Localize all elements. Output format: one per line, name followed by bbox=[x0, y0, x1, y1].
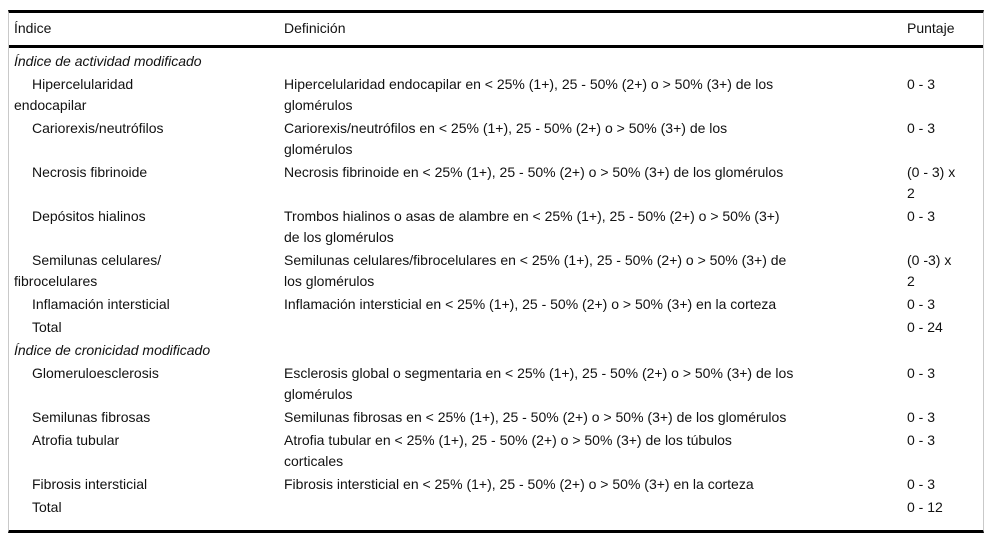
table-row: Glomeruloesclerosis Esclerosis global o … bbox=[9, 363, 983, 405]
index-cell: Hipercelularidad endocapilar bbox=[14, 76, 134, 113]
score-cell: 0 - 12 bbox=[907, 499, 943, 515]
index-cell: Atrofia tubular bbox=[32, 432, 120, 448]
table-row: Inflamación intersticial Inflamación int… bbox=[9, 294, 983, 315]
table-row-total: Total 0 - 12 bbox=[9, 497, 983, 518]
index-cell: Total bbox=[32, 499, 62, 515]
definition-cell: Hipercelularidad endocapilar en < 25% (1… bbox=[284, 76, 774, 113]
definition-cell: Semilunas fibrosas en < 25% (1+), 25 - 5… bbox=[284, 409, 787, 425]
index-cell: Inflamación intersticial bbox=[32, 296, 170, 312]
definition-cell: Cariorexis/neutrófilos en < 25% (1+), 25… bbox=[284, 120, 728, 157]
section-title: Índice de cronicidad modificado bbox=[14, 342, 211, 358]
definition-cell: Inflamación intersticial en < 25% (1+), … bbox=[284, 296, 777, 312]
definition-cell: Fibrosis intersticial en < 25% (1+), 25 … bbox=[284, 476, 754, 492]
index-cell: Semilunas celulares/ fibrocelulares bbox=[14, 252, 162, 289]
definition-cell: Esclerosis global o segmentaria en < 25%… bbox=[284, 365, 794, 402]
scoring-index-table: Índice Definición Puntaje Índice de acti… bbox=[8, 10, 984, 533]
definition-cell: Atrofia tubular en < 25% (1+), 25 - 50% … bbox=[284, 432, 732, 469]
score-cell: 0 - 3 bbox=[907, 365, 936, 381]
col-header-definicion: Definición bbox=[284, 20, 346, 36]
score-cell: 0 - 3 bbox=[907, 296, 936, 312]
score-cell: (0 -3) x 2 bbox=[907, 252, 952, 289]
definition-cell bbox=[284, 317, 907, 338]
table-row-total: Total 0 - 24 bbox=[9, 317, 983, 338]
definition-cell: Necrosis fibrinoide en < 25% (1+), 25 - … bbox=[284, 164, 784, 180]
table-row: Semilunas fibrosas Semilunas fibrosas en… bbox=[9, 407, 983, 428]
table-row: Hipercelularidad endocapilar Hipercelula… bbox=[9, 74, 983, 116]
score-cell: 0 - 3 bbox=[907, 432, 936, 448]
table-row: Cariorexis/neutrófilos Cariorexis/neutró… bbox=[9, 118, 983, 160]
section-title-row-chronicity: Índice de cronicidad modificado bbox=[9, 340, 983, 361]
index-cell: Depósitos hialinos bbox=[32, 208, 146, 224]
score-cell: 0 - 3 bbox=[907, 409, 936, 425]
score-cell: 0 - 3 bbox=[907, 120, 936, 136]
index-cell: Fibrosis intersticial bbox=[32, 476, 148, 492]
index-cell: Necrosis fibrinoide bbox=[32, 164, 148, 180]
definition-cell bbox=[284, 497, 907, 518]
index-cell: Glomeruloesclerosis bbox=[32, 365, 159, 381]
definition-cell: Semilunas celulares/fibrocelulares en < … bbox=[284, 252, 787, 289]
definition-cell: Trombos hialinos o asas de alambre en < … bbox=[284, 208, 780, 245]
score-cell: 0 - 3 bbox=[907, 476, 936, 492]
table-row: Fibrosis intersticial Fibrosis interstic… bbox=[9, 474, 983, 495]
table-body: Índice de actividad modificado Hipercelu… bbox=[9, 48, 983, 530]
score-cell: 0 - 24 bbox=[907, 319, 943, 335]
section-title-row-activity: Índice de actividad modificado bbox=[9, 51, 983, 72]
col-header-indice: Índice bbox=[14, 20, 52, 36]
table-row: Atrofia tubular Atrofia tubular en < 25%… bbox=[9, 430, 983, 472]
table-row: Necrosis fibrinoide Necrosis fibrinoide … bbox=[9, 162, 983, 204]
table-row: Depósitos hialinos Trombos hialinos o as… bbox=[9, 206, 983, 248]
col-header-puntaje: Puntaje bbox=[907, 20, 955, 36]
score-cell: 0 - 3 bbox=[907, 208, 936, 224]
section-title: Índice de actividad modificado bbox=[14, 53, 202, 69]
index-cell: Semilunas fibrosas bbox=[32, 409, 151, 425]
index-cell: Total bbox=[32, 319, 62, 335]
table-header-row: Índice Definición Puntaje bbox=[9, 13, 983, 48]
score-cell: (0 - 3) x 2 bbox=[907, 164, 956, 201]
score-cell: 0 - 3 bbox=[907, 76, 936, 92]
table-row: Semilunas celulares/ fibrocelulares Semi… bbox=[9, 250, 983, 292]
index-cell: Cariorexis/neutrófilos bbox=[32, 120, 164, 136]
